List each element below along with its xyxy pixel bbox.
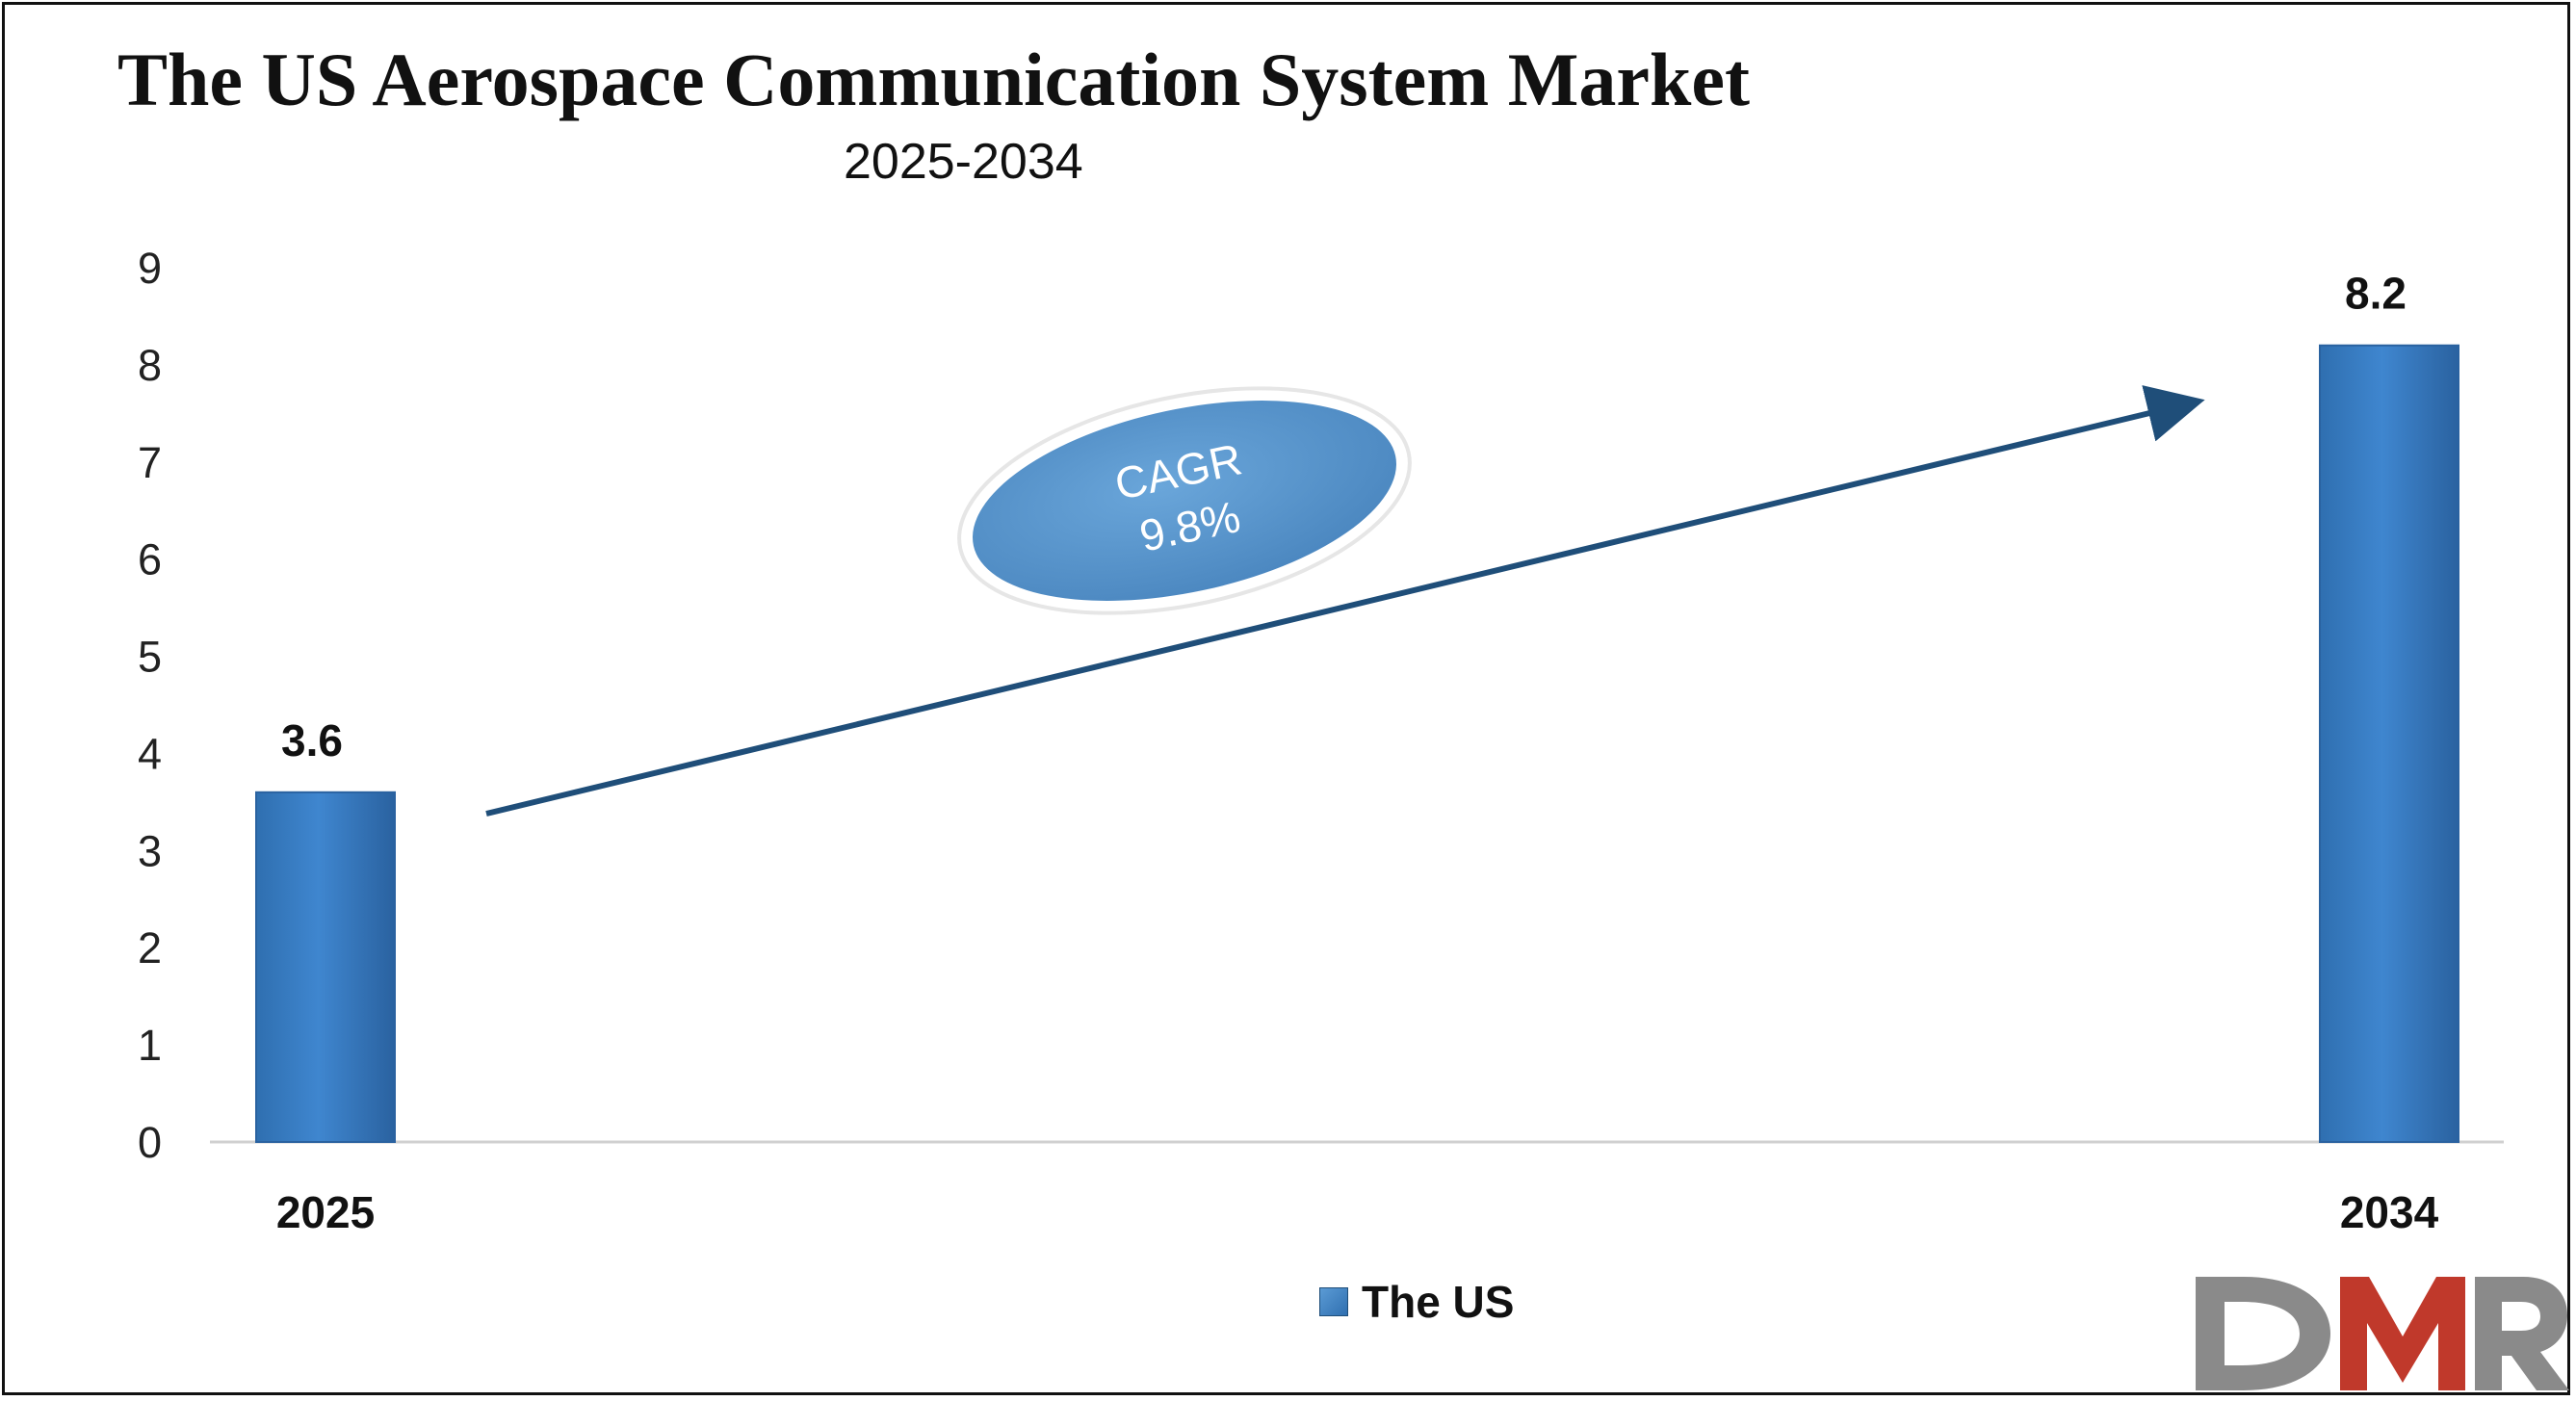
y-tick-label: 1 — [138, 1021, 162, 1070]
y-tick-label: 8 — [138, 341, 162, 390]
chart-title: The US Aerospace Communication System Ma… — [117, 38, 1750, 121]
dmr-logo — [2196, 1277, 2569, 1390]
legend-label: The US — [1362, 1277, 1515, 1327]
y-tick-label: 4 — [138, 729, 162, 778]
bar-data-label: 3.6 — [281, 715, 343, 765]
x-category-label: 2034 — [2340, 1187, 2439, 1237]
y-tick-label: 2 — [138, 923, 162, 973]
y-tick-label: 9 — [138, 244, 162, 293]
bars: 3.6 2025 8.2 2034 — [255, 269, 2459, 1237]
y-tick-label: 0 — [138, 1118, 162, 1167]
bar — [2319, 344, 2459, 1143]
y-tick-label: 3 — [138, 826, 162, 875]
legend: The US — [1319, 1276, 1514, 1328]
y-tick-label: 7 — [138, 438, 162, 487]
y-tick-label: 6 — [138, 535, 162, 584]
growth-arrow — [485, 385, 2205, 817]
y-axis-ticks: 0 1 2 3 4 5 6 7 8 9 — [138, 244, 162, 1167]
cagr-badge: CAGR 9.8% — [957, 386, 1412, 615]
bar-data-label: 8.2 — [2345, 269, 2407, 319]
legend-swatch — [1319, 1287, 1348, 1316]
chart-subtitle: 2025-2034 — [844, 134, 1083, 190]
x-category-label: 2025 — [276, 1187, 375, 1237]
bar — [255, 791, 396, 1143]
y-tick-label: 5 — [138, 633, 162, 682]
